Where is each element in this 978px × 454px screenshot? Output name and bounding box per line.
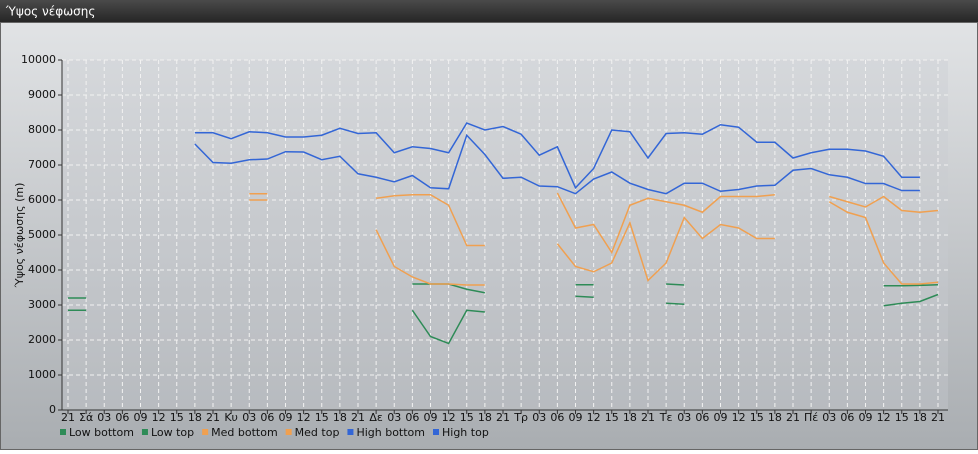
x-tick-label: Τε <box>659 411 673 424</box>
x-tick-label: 21 <box>61 411 75 424</box>
y-tick-label: 2000 <box>28 333 56 346</box>
legend-label: High top <box>442 426 489 439</box>
x-tick-label: Τρ <box>513 411 528 424</box>
series-line <box>68 293 939 345</box>
legend-label: Med top <box>295 426 340 439</box>
y-axis-label: Ύψος νέφωσης (m) <box>13 183 26 289</box>
series-line <box>249 199 939 286</box>
legend-label: Med bottom <box>211 426 278 439</box>
x-tick-label: 03 <box>532 411 546 424</box>
y-tick-label: 8000 <box>28 123 56 136</box>
x-tick-label: 06 <box>840 411 854 424</box>
x-tick-label: 15 <box>895 411 909 424</box>
x-tick-label: 06 <box>260 411 274 424</box>
legend-swatch <box>60 429 66 435</box>
x-tick-label: Πέ <box>804 411 818 424</box>
x-tick-label: 03 <box>97 411 111 424</box>
legend-swatch <box>202 429 209 435</box>
x-tick-label: Δε <box>369 411 383 424</box>
x-tick-label: 09 <box>859 411 873 424</box>
x-tick-label: 12 <box>152 411 166 424</box>
x-tick-label: 18 <box>333 411 347 424</box>
x-tick-label: 15 <box>170 411 184 424</box>
y-tick-label: 10000 <box>21 53 56 66</box>
x-tick-label: 06 <box>695 411 709 424</box>
legend-label: Low top <box>151 426 194 439</box>
legend-swatch <box>433 429 439 435</box>
x-tick-label: 09 <box>134 411 148 424</box>
x-tick-label: 12 <box>732 411 746 424</box>
series-line <box>194 122 920 190</box>
chart-title: Ύψος νέφωσης <box>5 5 95 19</box>
y-tick-label: 5000 <box>28 228 56 241</box>
y-tick-label: 7000 <box>28 158 56 171</box>
series-line <box>249 192 939 255</box>
x-tick-label: 03 <box>387 411 401 424</box>
x-tick-label: 21 <box>351 411 365 424</box>
y-tick-label: 0 <box>49 403 56 416</box>
x-tick-label: 12 <box>587 411 601 424</box>
x-tick-label: 18 <box>913 411 927 424</box>
x-tick-label: 09 <box>569 411 583 424</box>
x-tick-label: 06 <box>550 411 564 424</box>
x-tick-label: 06 <box>405 411 419 424</box>
x-tick-label: 21 <box>496 411 510 424</box>
x-tick-label: 15 <box>605 411 619 424</box>
x-tick-label: 12 <box>442 411 456 424</box>
x-tick-label: 18 <box>188 411 202 424</box>
legend-swatch <box>285 429 292 435</box>
x-tick-label: 09 <box>424 411 438 424</box>
y-tick-label: 3000 <box>28 298 56 311</box>
x-tick-label: 15 <box>315 411 329 424</box>
x-tick-label: 21 <box>931 411 945 424</box>
x-tick-label: 09 <box>714 411 728 424</box>
x-tick-label: 21 <box>206 411 220 424</box>
x-tick-label: 21 <box>641 411 655 424</box>
title-bar <box>0 0 978 22</box>
x-tick-label: 15 <box>460 411 474 424</box>
x-tick-label: 12 <box>877 411 891 424</box>
x-tick-label: 18 <box>768 411 782 424</box>
x-tick-label: 21 <box>786 411 800 424</box>
x-tick-label: Σά <box>79 411 93 424</box>
x-tick-label: 12 <box>297 411 311 424</box>
x-tick-label: 18 <box>623 411 637 424</box>
legend-swatch <box>141 429 148 435</box>
x-tick-label: 03 <box>242 411 256 424</box>
x-tick-label: 03 <box>822 411 836 424</box>
series-line <box>194 133 920 195</box>
x-tick-label: Κυ <box>224 411 238 424</box>
legend-label: Low bottom <box>69 426 134 439</box>
y-tick-label: 6000 <box>28 193 56 206</box>
y-tick-label: 1000 <box>28 368 56 381</box>
legend-label: High bottom <box>356 426 425 439</box>
y-tick-label: 4000 <box>28 263 56 276</box>
y-tick-label: 9000 <box>28 88 56 101</box>
legend-swatch <box>347 429 354 435</box>
x-tick-label: 18 <box>478 411 492 424</box>
x-tick-label: 06 <box>115 411 129 424</box>
x-tick-label: 09 <box>279 411 293 424</box>
x-tick-label: 15 <box>750 411 764 424</box>
x-tick-label: 03 <box>677 411 691 424</box>
